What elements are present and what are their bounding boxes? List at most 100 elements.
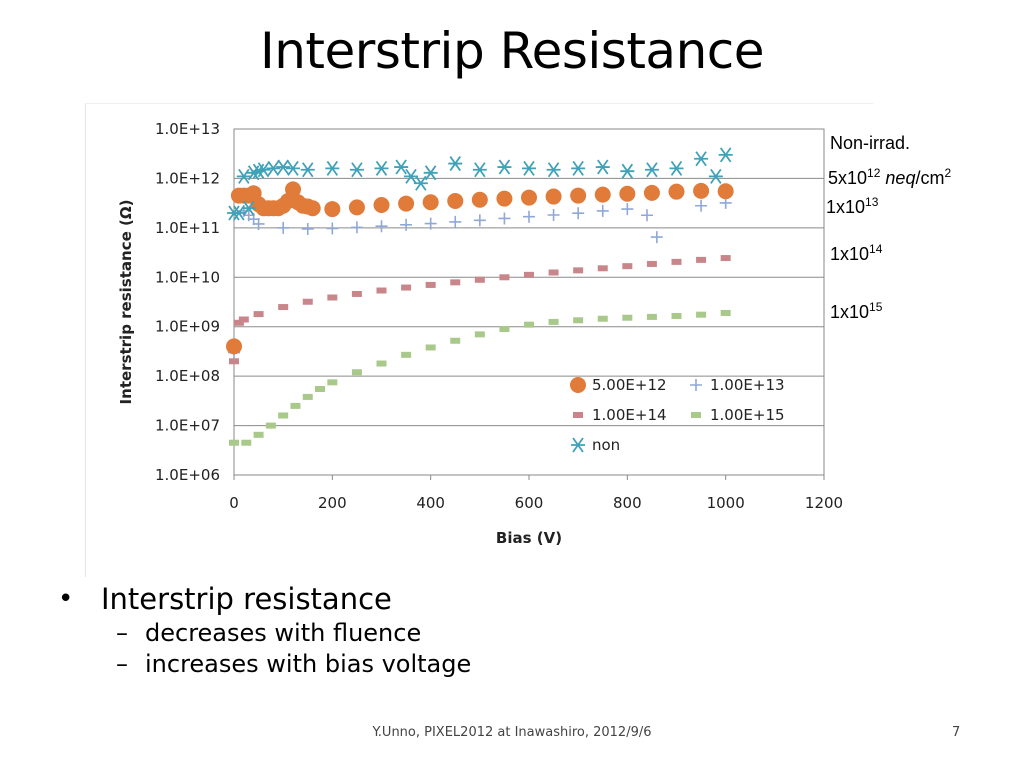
data-point-100e13 xyxy=(596,204,609,217)
annotation-5e12-unit-rest: /cm xyxy=(915,168,945,188)
data-point-non xyxy=(669,160,684,176)
data-point-non xyxy=(522,160,536,176)
data-point-100e14 xyxy=(597,265,608,272)
data-point-100e15 xyxy=(253,431,264,438)
data-point-100e13 xyxy=(695,199,708,212)
data-point-100e15 xyxy=(302,393,313,400)
data-point-100e14 xyxy=(499,274,510,281)
x-tick-label: 200 xyxy=(318,494,347,512)
data-point-100e15 xyxy=(376,360,387,367)
data-point-non xyxy=(708,168,723,184)
slide-footer: Y.Unno, PIXEL2012 at Inawashiro, 2012/9/… xyxy=(372,725,652,740)
annotation-1e13: 1x1013 xyxy=(826,196,878,217)
data-point-500e12 xyxy=(422,194,439,211)
x-axis-title: Bias (V) xyxy=(496,529,562,547)
data-point-500e12 xyxy=(348,199,365,216)
slide-title: Interstrip Resistance xyxy=(259,22,765,80)
data-point-non xyxy=(236,168,251,184)
data-point-non xyxy=(620,163,635,179)
data-point-non xyxy=(694,151,709,167)
x-tick-label: 800 xyxy=(613,494,642,512)
data-point-500e12 xyxy=(373,197,390,214)
data-point-500e12 xyxy=(545,188,562,205)
data-point-100e15 xyxy=(720,309,731,316)
data-point-500e12 xyxy=(717,183,734,200)
data-point-100e14 xyxy=(474,276,485,283)
legend-marker xyxy=(690,379,702,391)
y-tick-label: 1.0E+07 xyxy=(155,417,220,435)
data-point-100e14 xyxy=(548,269,559,276)
data-point-100e14 xyxy=(302,298,313,305)
data-point-non xyxy=(325,160,340,176)
data-point-non xyxy=(394,159,409,175)
data-point-500e12 xyxy=(447,192,464,209)
sub-bullet-item: – increases with bias voltage xyxy=(58,649,471,680)
data-point-non xyxy=(423,165,438,181)
data-point-100e15 xyxy=(474,331,485,338)
data-point-non xyxy=(718,147,733,163)
data-point-500e12 xyxy=(324,201,341,218)
data-point-100e15 xyxy=(278,412,289,419)
data-point-100e13 xyxy=(621,203,634,216)
data-point-100e13 xyxy=(375,220,388,233)
data-point-500e12 xyxy=(619,185,636,202)
data-point-non xyxy=(448,156,463,172)
data-point-500e12 xyxy=(398,195,415,212)
data-point-500e12 xyxy=(521,189,537,206)
data-point-non xyxy=(413,175,428,191)
data-point-100e13 xyxy=(424,217,437,230)
data-point-100e13 xyxy=(523,210,535,223)
bullet-list: • Interstrip resistance – decreases with… xyxy=(58,580,471,680)
data-point-100e13 xyxy=(301,222,314,235)
data-point-100e14 xyxy=(327,294,338,301)
data-point-100e14 xyxy=(646,260,657,267)
data-point-non xyxy=(286,160,300,176)
y-tick-label: 1.0E+08 xyxy=(155,367,220,385)
sub-bullet-text: decreases with fluence xyxy=(145,619,422,647)
data-point-100e15 xyxy=(450,337,461,344)
annotation-5e12-exp: 12 xyxy=(867,166,881,180)
bullet-item: • Interstrip resistance xyxy=(58,580,471,618)
annotation-5e12-unit-exp: 2 xyxy=(944,166,952,180)
data-point-non xyxy=(571,160,586,176)
data-point-100e14 xyxy=(238,316,249,323)
data-point-100e15 xyxy=(229,439,239,446)
data-point-100e15 xyxy=(524,321,534,328)
x-tick-label: 600 xyxy=(515,494,544,512)
legend-label: 1.00E+14 xyxy=(592,406,667,424)
annotation-5e12-unit-italic: neq xyxy=(885,168,916,188)
data-point-100e14 xyxy=(253,311,264,318)
data-point-100e15 xyxy=(646,313,657,320)
annotation-1e15: 1x1015 xyxy=(830,301,882,322)
legend-label: 5.00E+12 xyxy=(592,376,667,394)
data-point-non xyxy=(595,159,610,175)
legend-marker xyxy=(691,412,701,418)
data-point-100e13 xyxy=(449,215,462,228)
data-point-100e15 xyxy=(315,385,326,392)
annotation-non-irrad-text: Non-irrad. xyxy=(830,133,911,153)
data-point-100e14 xyxy=(450,279,461,286)
data-point-non xyxy=(266,160,281,176)
data-point-non xyxy=(256,162,271,178)
data-point-100e14 xyxy=(351,290,362,297)
y-tick-label: 1.0E+09 xyxy=(155,318,220,336)
data-point-100e13 xyxy=(252,217,265,230)
y-tick-label: 1.0E+06 xyxy=(155,466,220,484)
data-point-100e14 xyxy=(622,263,633,270)
annotation-1e15-base: 1x10 xyxy=(830,302,870,322)
annotation-1e14-exp: 14 xyxy=(869,242,883,256)
data-point-100e15 xyxy=(241,439,252,446)
data-point-non xyxy=(472,162,487,178)
data-point-100e15 xyxy=(671,312,682,319)
data-point-non xyxy=(546,162,561,178)
legend-marker xyxy=(573,412,583,418)
data-point-non xyxy=(276,159,291,175)
data-point-100e14 xyxy=(233,319,244,326)
annotation-5e12-base: 5x10 xyxy=(828,168,868,188)
annotation-1e14: 1x1014 xyxy=(830,242,883,264)
x-tick-label: 1000 xyxy=(707,494,745,512)
data-point-100e14 xyxy=(229,358,239,365)
data-point-500e12 xyxy=(304,200,321,217)
data-point-100e15 xyxy=(696,311,707,318)
data-point-100e14 xyxy=(425,281,436,288)
